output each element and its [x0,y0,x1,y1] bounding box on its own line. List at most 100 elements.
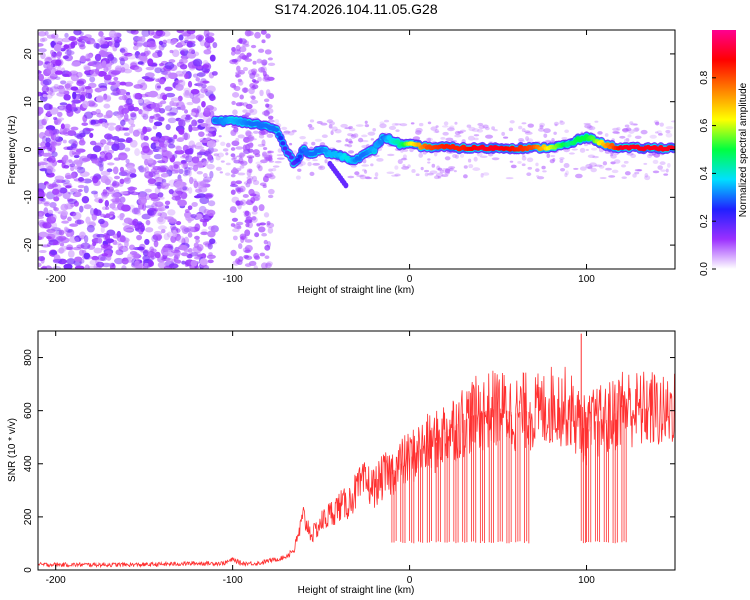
noise-speck [232,235,238,241]
noise-speck [274,119,280,124]
noise-speck [186,101,194,106]
noise-speck [40,200,51,205]
noise-speck [128,125,134,134]
noise-speck [630,153,637,158]
noise-speck [449,125,455,130]
noise-speck [121,107,130,114]
noise-speck [42,94,48,98]
noise-speck [254,255,261,260]
noise-speck [134,223,141,230]
noise-speck [170,97,181,102]
noise-speck [144,188,152,193]
noise-speck [584,124,592,129]
noise-speck [67,198,78,205]
noise-speck [605,167,612,171]
noise-speck [125,137,133,144]
noise-speck [347,133,354,137]
noise-speck [119,166,125,173]
noise-speck [66,258,76,265]
noise-speck [203,107,211,114]
noise-speck [174,169,179,174]
noise-speck [61,210,69,216]
noise-speck [245,217,250,224]
noise-speck [158,206,165,212]
noise-speck [120,69,125,73]
noise-speck [657,165,663,170]
noise-speck [157,216,164,223]
noise-speck [467,158,472,163]
noise-speck [231,168,237,172]
noise-speck [116,230,122,238]
noise-speck [244,58,253,62]
noise-speck [251,175,258,182]
spectrogram-x-axis: -200 -100 0 100 [46,30,595,285]
noise-speck [132,129,140,137]
noise-speck [282,130,290,136]
noise-speck [187,205,193,211]
noise-speck [159,100,167,105]
noise-speck [83,66,91,71]
noise-speck [111,192,121,199]
noise-speck [141,113,147,118]
noise-speck [271,168,277,172]
noise-speck [140,224,145,232]
noise-speck [347,175,355,179]
noise-speck [253,197,260,202]
noise-speck [597,131,603,135]
noise-speck [113,76,119,81]
noise-speck [267,57,273,61]
noise-speck [445,169,449,172]
noise-speck [231,131,239,135]
noise-speck [71,61,81,67]
noise-speck [119,57,125,66]
noise-speck [154,251,161,259]
noise-speck [75,71,83,78]
noise-speck [108,125,115,131]
noise-speck [73,154,80,159]
noise-speck [215,155,221,161]
noise-speck [101,60,107,68]
noise-speck [105,238,115,244]
noise-speck [441,125,449,128]
noise-speck [609,154,614,157]
noise-speck [56,50,63,57]
snr-panel: -200 -100 0 100 0 200 400 600 800 Height of str… [7,330,676,596]
noise-speck [665,126,674,130]
noise-speck [610,161,616,165]
noise-speck [51,33,59,39]
noise-speck [517,161,522,164]
noise-speck [442,131,449,136]
noise-speck [71,150,76,156]
noise-speck [263,109,270,117]
noise-speck [232,109,238,116]
noise-speck [274,160,282,164]
noise-speck [239,101,245,106]
noise-speck [43,207,49,215]
noise-speck [235,102,243,107]
noise-speck [236,65,241,72]
noise-speck [152,136,160,141]
noise-speck [141,108,149,117]
noise-speck [272,165,280,168]
noise-speck [202,80,210,84]
snr-series [38,333,675,569]
noise-speck [38,60,44,66]
noise-speck [100,175,109,184]
noise-speck [237,78,243,83]
noise-speck [53,207,59,212]
noise-speck [145,66,155,71]
noise-speck [269,172,274,178]
noise-speck [163,233,170,241]
colorbar-ticks: 0.0 0.2 0.4 0.6 0.8 [699,70,716,276]
noise-speck [526,172,532,176]
noise-speck [503,136,509,139]
noise-speck [129,139,138,148]
noise-speck [121,257,129,265]
noise-speck [268,154,273,159]
noise-speck [252,179,260,186]
noise-speck [135,39,144,48]
noise-speck [156,93,163,100]
noise-speck [62,182,72,187]
noise-speck [137,61,144,65]
noise-speck [82,178,93,184]
